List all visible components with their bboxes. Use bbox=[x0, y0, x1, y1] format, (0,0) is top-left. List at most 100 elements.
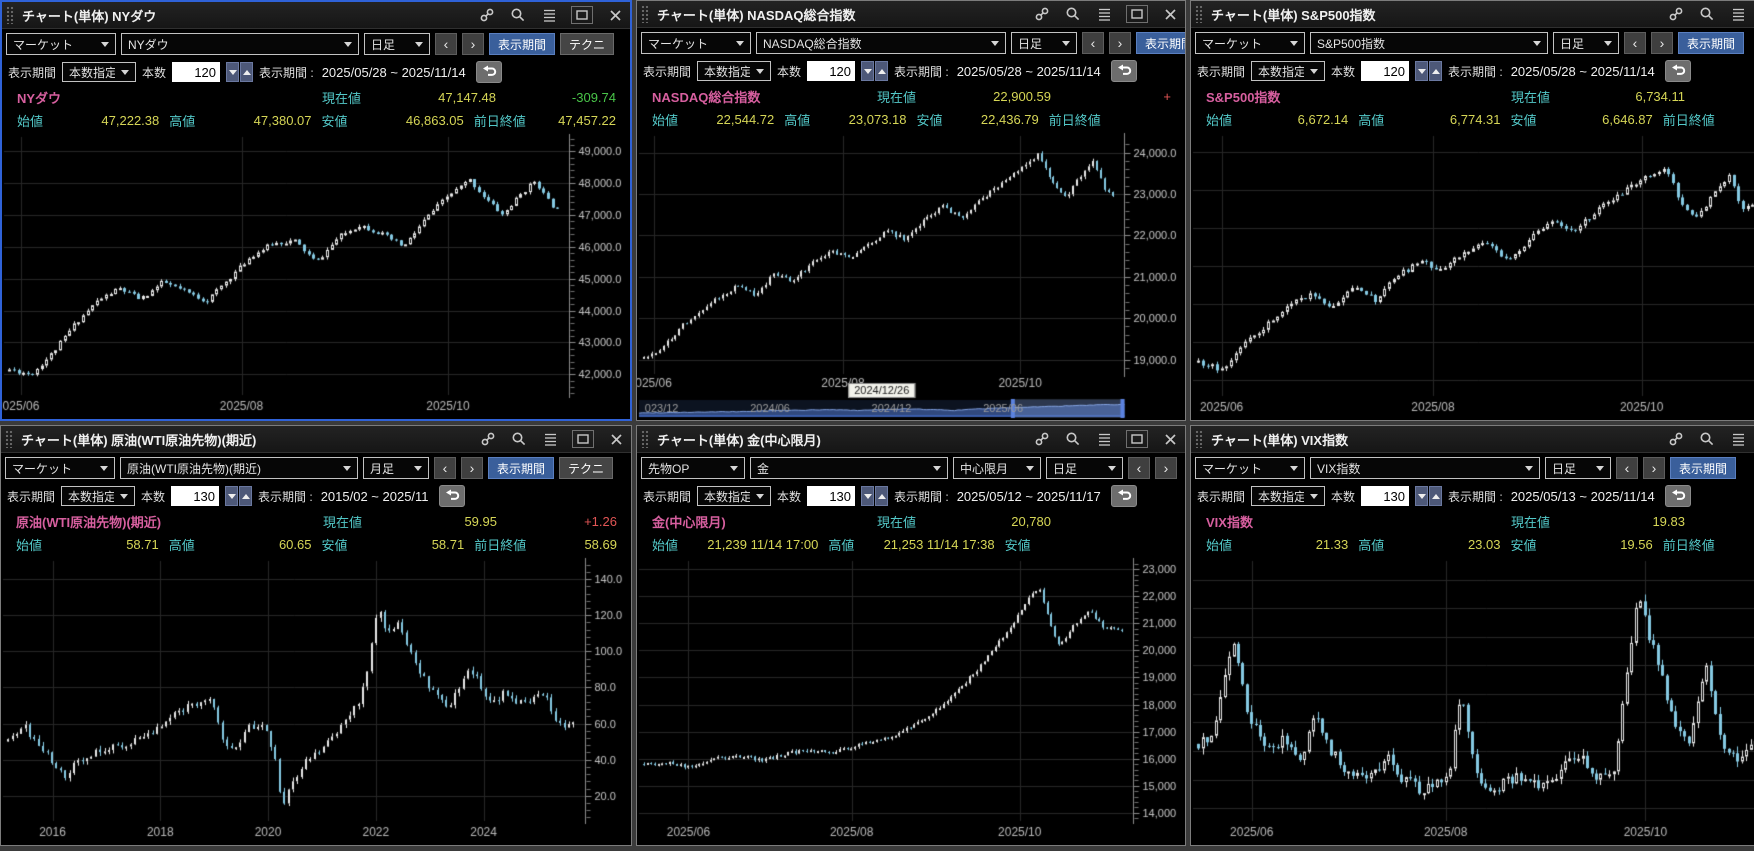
next-period-button[interactable]: › bbox=[1651, 32, 1673, 54]
count-increment-button[interactable] bbox=[1429, 61, 1443, 81]
link-icon[interactable] bbox=[478, 7, 496, 23]
toolbar-dropdown-0[interactable]: マーケット bbox=[6, 33, 116, 55]
bar-count-input[interactable]: 130 bbox=[807, 486, 856, 506]
link-icon[interactable] bbox=[1667, 431, 1685, 447]
menu-icon[interactable] bbox=[1095, 6, 1113, 22]
bar-count-input[interactable]: 130 bbox=[171, 486, 220, 506]
link-icon[interactable] bbox=[479, 431, 497, 447]
reset-period-button[interactable] bbox=[438, 485, 465, 507]
menu-icon[interactable] bbox=[541, 431, 559, 447]
display-period-button[interactable]: 表示期間 bbox=[1670, 457, 1737, 479]
link-icon[interactable] bbox=[1033, 6, 1051, 22]
toolbar-dropdown-1[interactable]: NYダウ bbox=[121, 33, 359, 55]
next-period-button[interactable]: › bbox=[1643, 457, 1665, 479]
reset-period-button[interactable] bbox=[1664, 485, 1691, 507]
menu-icon[interactable] bbox=[540, 7, 558, 23]
toolbar-dropdown-2[interactable]: 日足 bbox=[1545, 457, 1611, 479]
count-increment-button[interactable] bbox=[875, 486, 889, 506]
toolbar-dropdown-1[interactable]: S&P500指数 bbox=[1310, 32, 1548, 54]
close-button[interactable] bbox=[1161, 6, 1179, 22]
window-drag-grip[interactable] bbox=[1195, 5, 1203, 23]
next-period-button[interactable]: › bbox=[462, 33, 484, 55]
reset-period-button[interactable] bbox=[475, 61, 502, 83]
search-icon[interactable] bbox=[509, 7, 527, 23]
window-drag-grip[interactable] bbox=[641, 430, 649, 448]
count-mode-dropdown[interactable]: 本数指定 bbox=[1251, 61, 1326, 81]
count-increment-button[interactable] bbox=[1429, 486, 1443, 506]
menu-icon[interactable] bbox=[1729, 6, 1747, 22]
prev-period-button[interactable]: ‹ bbox=[1128, 457, 1150, 479]
toolbar-dropdown-2[interactable]: 中心限月 bbox=[953, 457, 1041, 479]
link-icon[interactable] bbox=[1033, 431, 1051, 447]
prev-period-button[interactable]: ‹ bbox=[1082, 32, 1104, 54]
toolbar-dropdown-3[interactable]: 日足 bbox=[1046, 457, 1123, 479]
count-mode-dropdown[interactable]: 本数指定 bbox=[1251, 486, 1326, 506]
count-decrement-button[interactable] bbox=[861, 486, 875, 506]
bar-count-input[interactable]: 120 bbox=[807, 61, 856, 81]
count-decrement-button[interactable] bbox=[1415, 61, 1429, 81]
maximize-button[interactable] bbox=[1126, 430, 1148, 448]
menu-icon[interactable] bbox=[1729, 431, 1747, 447]
toolbar-dropdown-2[interactable]: 日足 bbox=[1553, 32, 1619, 54]
display-period-button[interactable]: 表示期間 bbox=[488, 457, 555, 479]
display-period-button[interactable]: 表示期間 bbox=[489, 33, 556, 55]
search-icon[interactable] bbox=[510, 431, 528, 447]
reset-period-button[interactable] bbox=[1664, 60, 1691, 82]
count-increment-button[interactable] bbox=[239, 486, 253, 506]
search-icon[interactable] bbox=[1698, 431, 1716, 447]
toolbar-dropdown-1[interactable]: 金 bbox=[750, 457, 948, 479]
prev-period-button[interactable]: ‹ bbox=[434, 457, 456, 479]
window-drag-grip[interactable] bbox=[5, 430, 13, 448]
window-drag-grip[interactable] bbox=[6, 6, 14, 24]
close-button[interactable] bbox=[606, 7, 624, 23]
search-icon[interactable] bbox=[1064, 431, 1082, 447]
next-period-button[interactable]: › bbox=[1109, 32, 1131, 54]
toolbar-dropdown-0[interactable]: マーケット bbox=[5, 457, 115, 479]
toolbar-dropdown-2[interactable]: 日足 bbox=[1011, 32, 1077, 54]
technical-button[interactable]: テクニ bbox=[560, 33, 615, 55]
count-mode-dropdown[interactable]: 本数指定 bbox=[61, 486, 136, 506]
chart-canvas[interactable] bbox=[637, 555, 1185, 845]
technical-button[interactable]: テクニ bbox=[559, 457, 614, 479]
menu-icon[interactable] bbox=[1095, 431, 1113, 447]
chart-canvas[interactable] bbox=[637, 130, 1185, 420]
chart-canvas[interactable] bbox=[1191, 130, 1754, 420]
display-period-button[interactable]: 表示期間 bbox=[1678, 32, 1745, 54]
bar-count-input[interactable]: 130 bbox=[1361, 486, 1410, 506]
chart-canvas[interactable] bbox=[2, 131, 630, 419]
next-period-button[interactable]: › bbox=[461, 457, 483, 479]
reset-period-button[interactable] bbox=[1110, 485, 1137, 507]
toolbar-dropdown-0[interactable]: マーケット bbox=[1195, 457, 1305, 479]
search-icon[interactable] bbox=[1064, 6, 1082, 22]
toolbar-dropdown-1[interactable]: 原油(WTI原油先物)(期近) bbox=[120, 457, 358, 479]
count-mode-dropdown[interactable]: 本数指定 bbox=[697, 486, 772, 506]
toolbar-dropdown-2[interactable]: 日足 bbox=[364, 33, 430, 55]
toolbar-dropdown-1[interactable]: NASDAQ総合指数 bbox=[756, 32, 1006, 54]
count-increment-button[interactable] bbox=[240, 62, 254, 82]
reset-period-button[interactable] bbox=[1110, 60, 1137, 82]
prev-period-button[interactable]: ‹ bbox=[1624, 32, 1646, 54]
maximize-button[interactable] bbox=[572, 430, 594, 448]
chart-canvas[interactable] bbox=[1191, 555, 1754, 845]
prev-period-button[interactable]: ‹ bbox=[1616, 457, 1638, 479]
count-mode-dropdown[interactable]: 本数指定 bbox=[62, 62, 137, 82]
link-icon[interactable] bbox=[1667, 6, 1685, 22]
toolbar-dropdown-2[interactable]: 月足 bbox=[363, 457, 429, 479]
prev-period-button[interactable]: ‹ bbox=[435, 33, 457, 55]
count-decrement-button[interactable] bbox=[225, 486, 239, 506]
window-drag-grip[interactable] bbox=[1195, 430, 1203, 448]
bar-count-input[interactable]: 120 bbox=[1361, 61, 1410, 81]
toolbar-dropdown-0[interactable]: 先物OP bbox=[641, 457, 745, 479]
toolbar-dropdown-1[interactable]: VIX指数 bbox=[1310, 457, 1540, 479]
chart-canvas[interactable] bbox=[1, 555, 631, 845]
close-button[interactable] bbox=[607, 431, 625, 447]
toolbar-dropdown-0[interactable]: マーケット bbox=[1195, 32, 1305, 54]
maximize-button[interactable] bbox=[571, 6, 593, 24]
next-period-button[interactable]: › bbox=[1155, 457, 1177, 479]
count-mode-dropdown[interactable]: 本数指定 bbox=[697, 61, 772, 81]
bar-count-input[interactable]: 120 bbox=[172, 62, 221, 82]
display-period-button[interactable]: 表示期間 bbox=[1136, 32, 1185, 54]
toolbar-dropdown-0[interactable]: マーケット bbox=[641, 32, 751, 54]
maximize-button[interactable] bbox=[1126, 5, 1148, 23]
window-drag-grip[interactable] bbox=[641, 5, 649, 23]
